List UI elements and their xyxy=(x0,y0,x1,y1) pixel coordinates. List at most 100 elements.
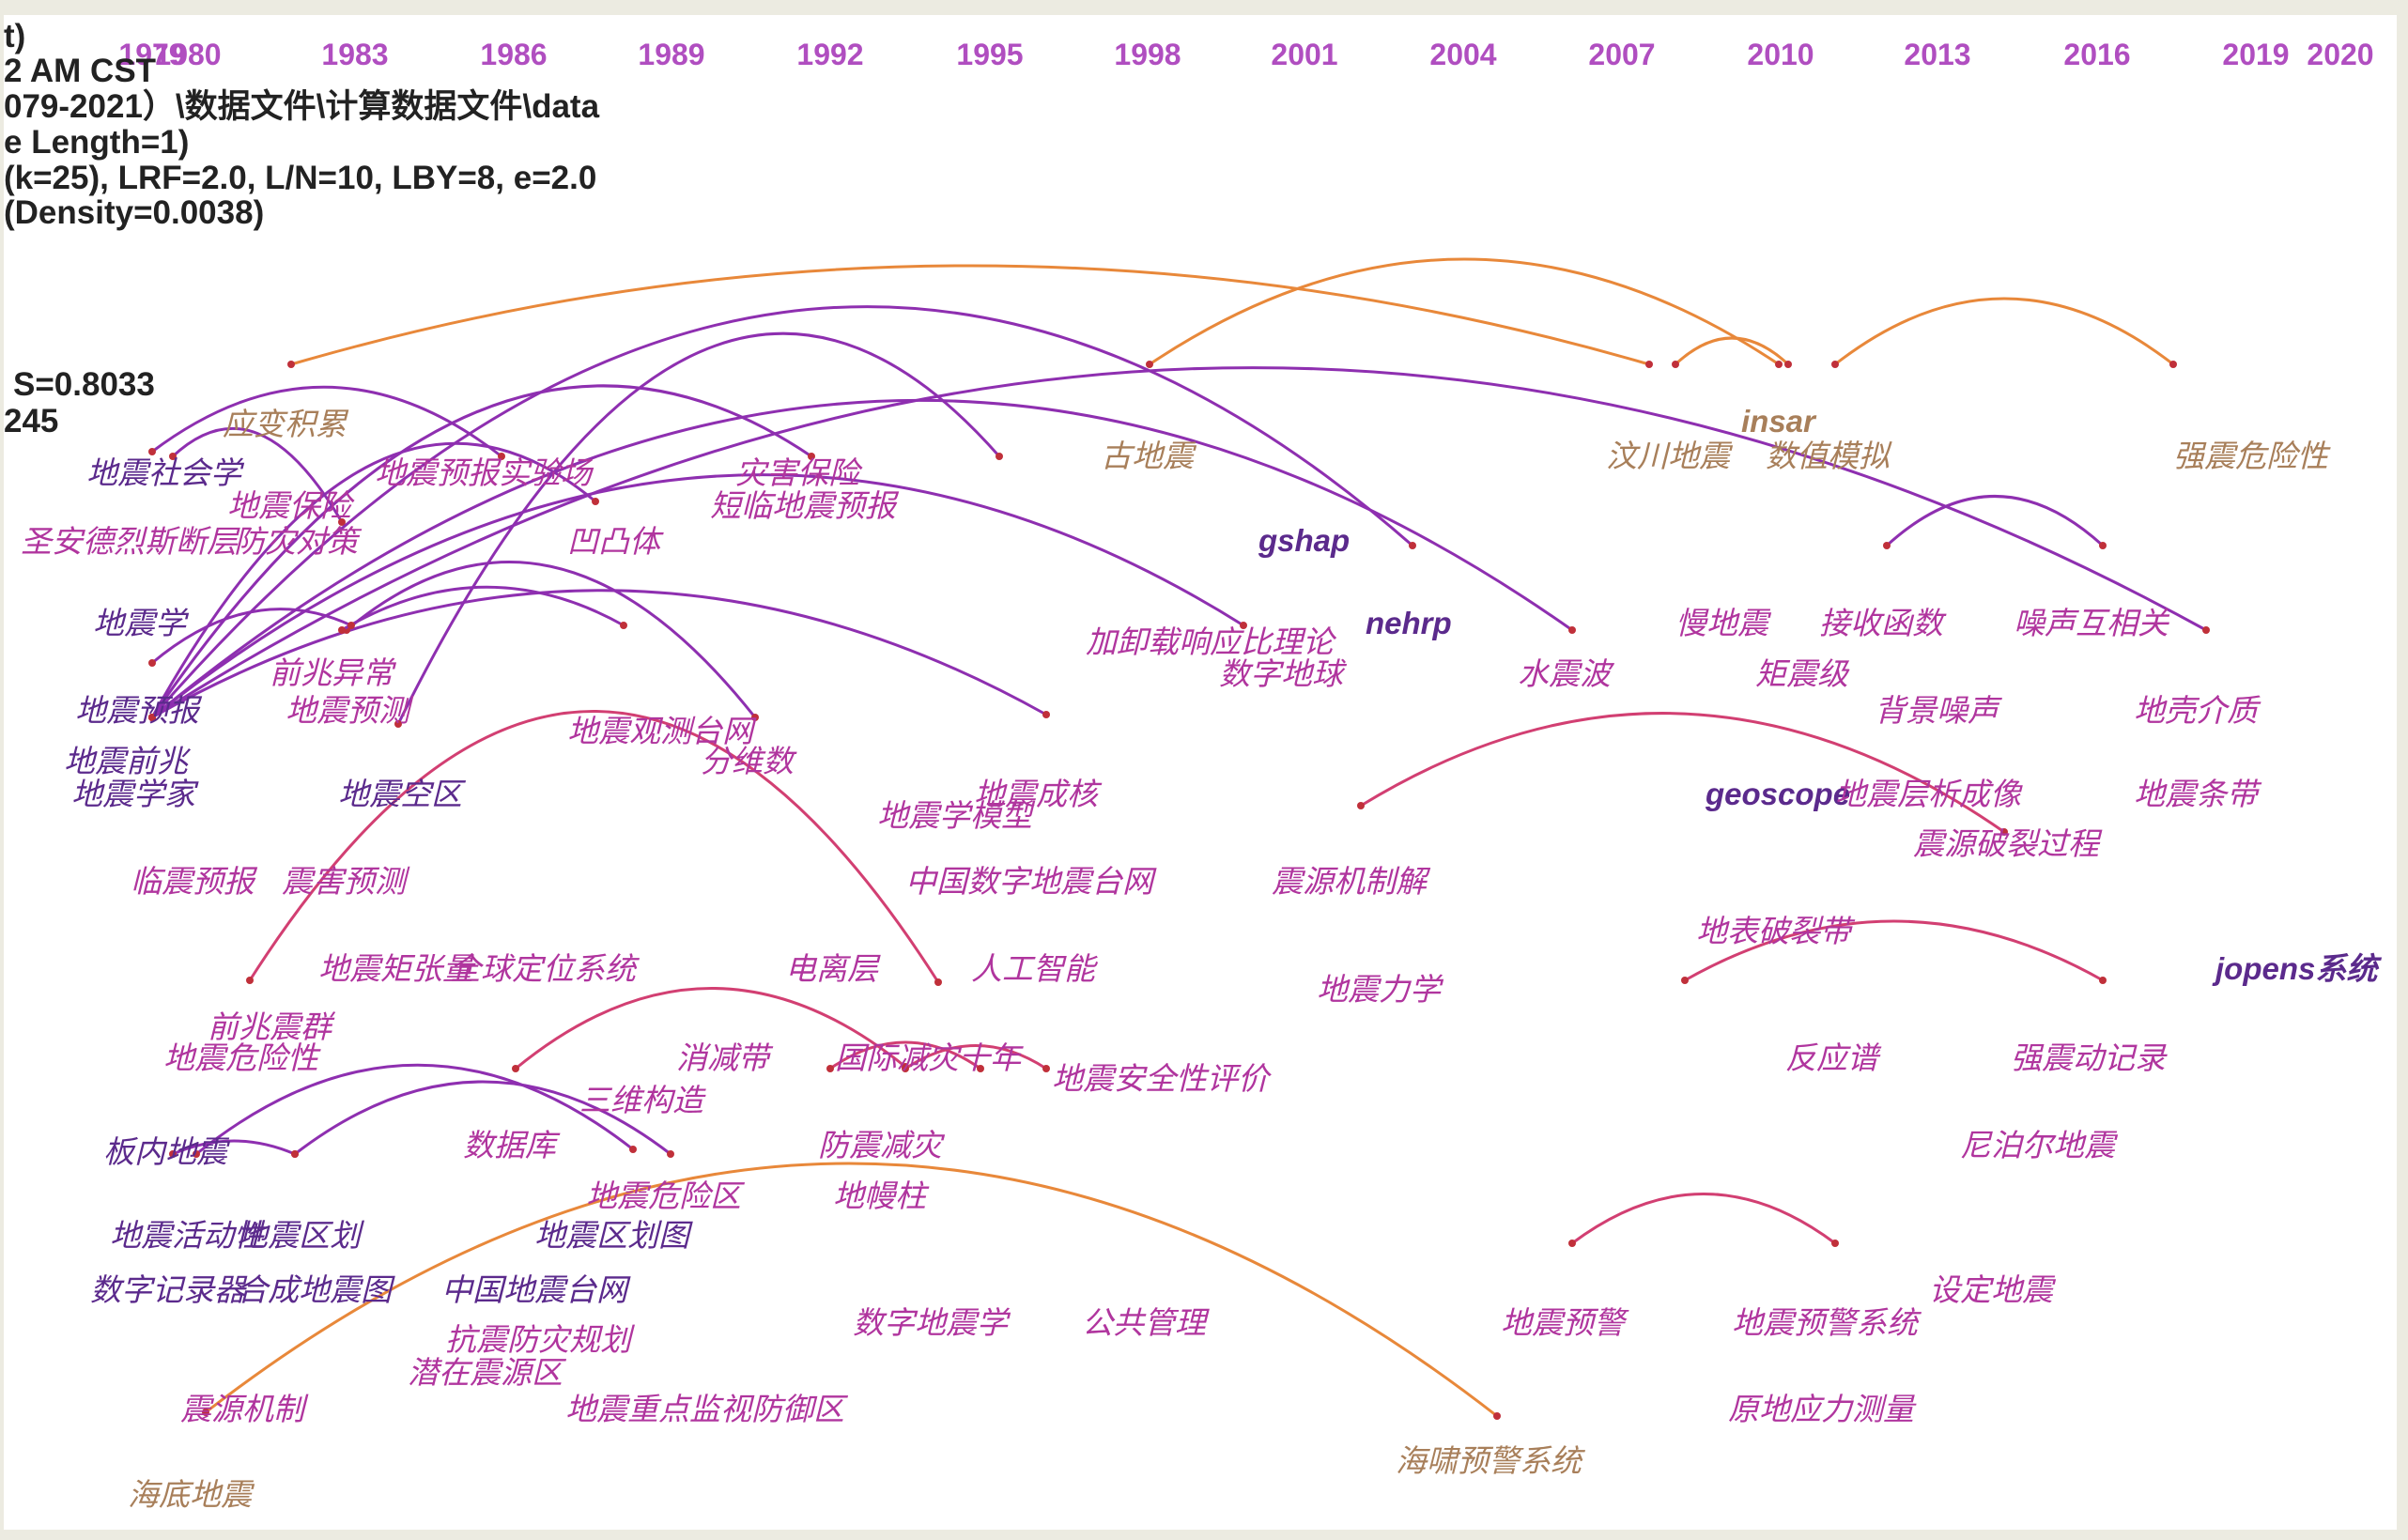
keyword-node: 数字地球 xyxy=(1219,655,1343,692)
year-tick: 2007 xyxy=(1588,38,1656,71)
link-arc xyxy=(151,608,352,665)
keyword-node: 强震危险性 xyxy=(2173,438,2328,474)
keyword-node: 临震预报 xyxy=(131,863,255,900)
year-tick: 1998 xyxy=(1114,38,1181,71)
keyword-node: 汶川地震 xyxy=(1606,438,1730,474)
node-dot xyxy=(338,626,346,634)
keyword-node: geoscope xyxy=(1706,777,1851,811)
keyword-node: 板内地震 xyxy=(103,1133,227,1170)
keyword-node: 凹凸体 xyxy=(567,523,660,560)
link-arc xyxy=(151,589,1047,719)
keyword-node: 噪声互相关 xyxy=(2014,605,2169,641)
node-dot xyxy=(1775,361,1783,368)
link-arc xyxy=(515,987,906,1070)
link-arc xyxy=(829,1040,981,1070)
keyword-node: 海底地震 xyxy=(128,1476,252,1513)
node-dot xyxy=(977,1065,984,1072)
keyword-node: 电离层 xyxy=(785,950,878,987)
year-axis: 1979 1980 1983 1986 1989 1992 1995 1998 2001 2004… xyxy=(4,15,2397,71)
keyword-node: 消减带 xyxy=(676,1040,769,1076)
keyword-node: 地震空区 xyxy=(338,776,462,812)
link-arc xyxy=(396,331,1001,725)
keyword-node: 防灾对策 xyxy=(234,523,358,560)
node-dot xyxy=(193,1150,200,1158)
cooccurrence-links xyxy=(148,257,2210,1420)
keyword-node: 分维数 xyxy=(701,743,794,779)
link-arc xyxy=(1834,297,2174,366)
link-arc xyxy=(1684,919,2104,982)
node-dot xyxy=(202,1409,209,1416)
year-tick: 2001 xyxy=(1271,38,1338,71)
node-dot xyxy=(1681,977,1689,984)
keyword-node: 古地震 xyxy=(1101,438,1194,474)
link-arc xyxy=(151,366,2207,719)
keyword-node: 数据库 xyxy=(463,1127,556,1163)
keyword-node: 震源机制解 xyxy=(1272,863,1427,900)
keyword-node: 地震成核 xyxy=(974,776,1098,812)
node-dot xyxy=(2202,626,2210,634)
keyword-node: 国际减灾十年 xyxy=(835,1040,1021,1076)
node-dot xyxy=(1146,361,1153,368)
keyword-node: gshap xyxy=(1258,523,1351,558)
keyword-node: 地震危险性 xyxy=(163,1040,318,1076)
node-dot xyxy=(1883,542,1891,549)
node-dot xyxy=(629,1146,637,1153)
keyword-node: 前兆异常 xyxy=(270,654,394,691)
link-arc xyxy=(150,441,596,718)
keyword-node: 地震条带 xyxy=(2134,776,2258,812)
link-arc xyxy=(1885,495,2105,547)
info-modularity: S=0.8033 xyxy=(13,366,155,403)
node-dot xyxy=(512,1065,519,1072)
timeline-network-canvas: 1979 1980 1983 1986 1989 1992 1995 1998 2001 2004… xyxy=(4,15,2397,1530)
keyword-node: 防震减灾 xyxy=(818,1127,942,1163)
info-line-2: 2 AM CST xyxy=(4,53,157,89)
keyword-node: 地表破裂带 xyxy=(1696,913,1851,949)
link-arc xyxy=(1360,712,2005,834)
keyword-node: 尼泊尔地震 xyxy=(1960,1127,2115,1163)
year-tick: 2004 xyxy=(1429,38,1497,71)
node-dot xyxy=(2169,361,2177,368)
keyword-node: 背景噪声 xyxy=(1875,692,1999,729)
link-arc xyxy=(1674,336,1790,366)
keyword-node: 地震观测台网 xyxy=(567,713,753,749)
node-dot xyxy=(667,1150,674,1158)
keyword-node: 矩震级 xyxy=(1755,655,1848,692)
node-dot xyxy=(246,977,254,984)
year-tick: 1980 xyxy=(154,38,222,71)
node-dot xyxy=(751,714,759,721)
node-dot xyxy=(1042,711,1050,718)
link-arc xyxy=(294,1080,671,1156)
link-arc xyxy=(1149,257,1780,366)
info-line-6: (Density=0.0038) xyxy=(4,194,265,231)
keyword-node: 地震预报 xyxy=(75,692,199,729)
keyword-node: 数值模拟 xyxy=(1766,438,1890,474)
keyword-node: 人工智能 xyxy=(971,950,1095,987)
keyword-node: 地震区划图 xyxy=(534,1217,689,1254)
keyword-node: 地震矩张量 xyxy=(318,950,473,987)
node-dot xyxy=(148,659,156,667)
year-tick: 2013 xyxy=(1904,38,1971,71)
link-arc xyxy=(904,1044,1047,1070)
node-dot xyxy=(291,1150,299,1158)
node-dot xyxy=(826,1065,834,1072)
keyword-node: 原地应力测量 xyxy=(1728,1391,1914,1427)
keyword-node: 地震危险区 xyxy=(586,1178,741,1214)
keyword-node: 强震动记录 xyxy=(2011,1040,2166,1076)
keyword-node: 中国数字地震台网 xyxy=(905,863,1153,900)
keyword-node: 灾害保险 xyxy=(735,454,859,491)
info-line-4: e Length=1) xyxy=(4,124,190,161)
keyword-node: 地震预警 xyxy=(1501,1304,1625,1341)
node-dot xyxy=(1672,361,1679,368)
node-dot xyxy=(2099,977,2107,984)
keyword-node: 三维构造 xyxy=(579,1082,703,1118)
year-tick: 1983 xyxy=(321,38,389,71)
year-tick: 2016 xyxy=(2063,38,2131,71)
keyword-node: 地震区划 xyxy=(237,1217,361,1254)
link-arc xyxy=(290,264,1650,366)
keyword-node: 地震预警系统 xyxy=(1732,1304,1918,1341)
keyword-node: 潜在震源区 xyxy=(408,1354,563,1391)
node-dot xyxy=(169,453,177,460)
year-tick: 1979 xyxy=(118,38,186,71)
keyword-node: 地震层析成像 xyxy=(1835,776,2021,812)
keyword-node: 短临地震预报 xyxy=(710,487,896,524)
